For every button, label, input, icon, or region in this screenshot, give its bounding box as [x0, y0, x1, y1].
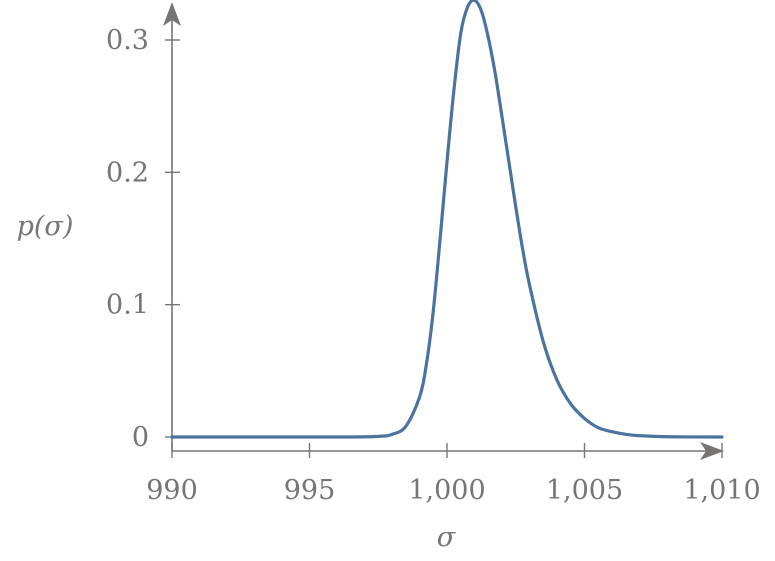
y-tick-label: 0.3 [106, 25, 149, 56]
x-tick-label: 1,000 [408, 475, 485, 506]
y-tick-label: 0.1 [106, 290, 149, 321]
x-tick-label: 990 [146, 475, 198, 506]
x-tick-label: 1,010 [683, 475, 760, 506]
x-axis-label: σ [437, 522, 457, 553]
y-tick-label: 0.2 [106, 157, 149, 188]
x-ticks: 990 995 1,000 1,005 1,010 [146, 443, 761, 506]
y-axis-label: p(σ) [17, 211, 74, 242]
y-axis [163, 2, 181, 451]
x-axis [172, 442, 724, 460]
density-curve [170, 0, 724, 439]
x-axis-arrow-icon [700, 442, 724, 460]
y-tick-label: 0 [132, 422, 149, 453]
y-ticks: 0 0.1 0.2 0.3 [106, 25, 180, 453]
x-tick-label: 995 [284, 475, 336, 506]
y-axis-arrow-icon [163, 2, 181, 26]
series-layer [170, 0, 724, 439]
x-tick-label: 1,005 [546, 475, 623, 506]
